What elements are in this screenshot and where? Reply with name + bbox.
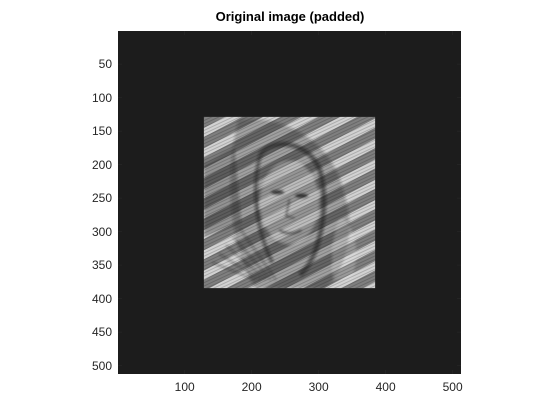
y-tick-label: 450 (91, 325, 112, 340)
y-tick-label: 400 (91, 291, 112, 306)
y-tick-label: 500 (91, 358, 112, 373)
face-with-diagonal-stripes-image (203, 116, 376, 289)
plot-title: Original image (padded) (215, 9, 365, 24)
y-tick-label: 300 (91, 224, 112, 239)
y-tick-label: 50 (98, 57, 112, 72)
x-tick-label: 400 (375, 380, 396, 394)
y-tick-label: 350 (91, 258, 112, 273)
y-tick-label: 200 (91, 157, 112, 172)
y-tick-label: 100 (91, 90, 112, 105)
image-plot-svg (118, 31, 461, 374)
axis-ticks (118, 31, 461, 374)
x-tick-label: 100 (174, 380, 195, 394)
x-tick-label: 500 (442, 380, 463, 394)
x-tick-label: 300 (308, 380, 329, 394)
y-tick-label: 150 (91, 124, 112, 139)
image-axes (118, 31, 461, 374)
y-tick-label: 250 (91, 191, 112, 206)
x-tick-label: 200 (241, 380, 262, 394)
